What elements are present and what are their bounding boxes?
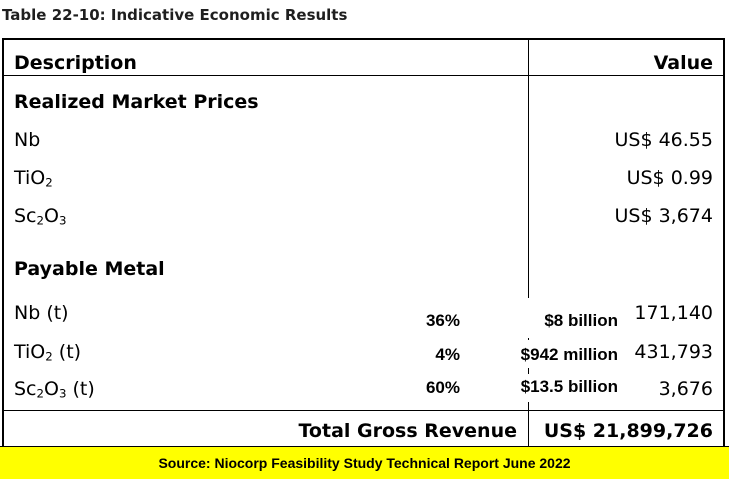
share-pct-nb: 36% (404, 300, 474, 336)
total-divider (4, 410, 723, 411)
total-label: Total Gross Revenue (298, 420, 518, 442)
share-pct-sc2o3: 60% (404, 375, 474, 401)
price-value-sc2o3: US$ 3,674 (614, 205, 714, 227)
payable-label-sc2o3: Sc2O3 (t) (14, 378, 95, 401)
header-value: Value (653, 52, 713, 74)
payable-value-nb: 171,140 (634, 302, 713, 324)
section-payable-metal: Payable Metal (14, 258, 165, 280)
table-caption: Table 22-10: Indicative Economic Results (2, 6, 348, 24)
economic-results-table: Description Value Realized Market Prices… (2, 38, 725, 446)
total-value: US$ 21,899,726 (543, 420, 713, 442)
header-description: Description (14, 52, 137, 74)
payable-label-tio2: TiO2 (t) (14, 341, 82, 364)
revenue-amount-sc2o3: $13.5 billion (474, 374, 624, 402)
section-realized-prices: Realized Market Prices (14, 91, 259, 113)
source-footer: Source: Niocorp Feasibility Study Techni… (0, 446, 729, 479)
source-text: Source: Niocorp Feasibility Study Techni… (158, 455, 571, 471)
share-pct-tio2: 4% (404, 342, 474, 368)
revenue-amount-tio2: $942 million (474, 340, 624, 368)
revenue-amount-nb: $8 billion (474, 298, 624, 338)
price-label-nb: Nb (14, 129, 41, 151)
payable-value-sc2o3: 3,676 (658, 378, 713, 400)
header-divider (4, 75, 723, 76)
payable-value-tio2: 431,793 (634, 341, 713, 363)
payable-label-nb: Nb (t) (14, 302, 69, 324)
price-value-tio2: US$ 0.99 (626, 167, 713, 189)
price-value-nb: US$ 46.55 (614, 129, 714, 151)
price-label-tio2: TiO2 (14, 167, 53, 190)
column-divider (528, 40, 529, 446)
price-label-sc2o3: Sc2O3 (14, 205, 67, 228)
